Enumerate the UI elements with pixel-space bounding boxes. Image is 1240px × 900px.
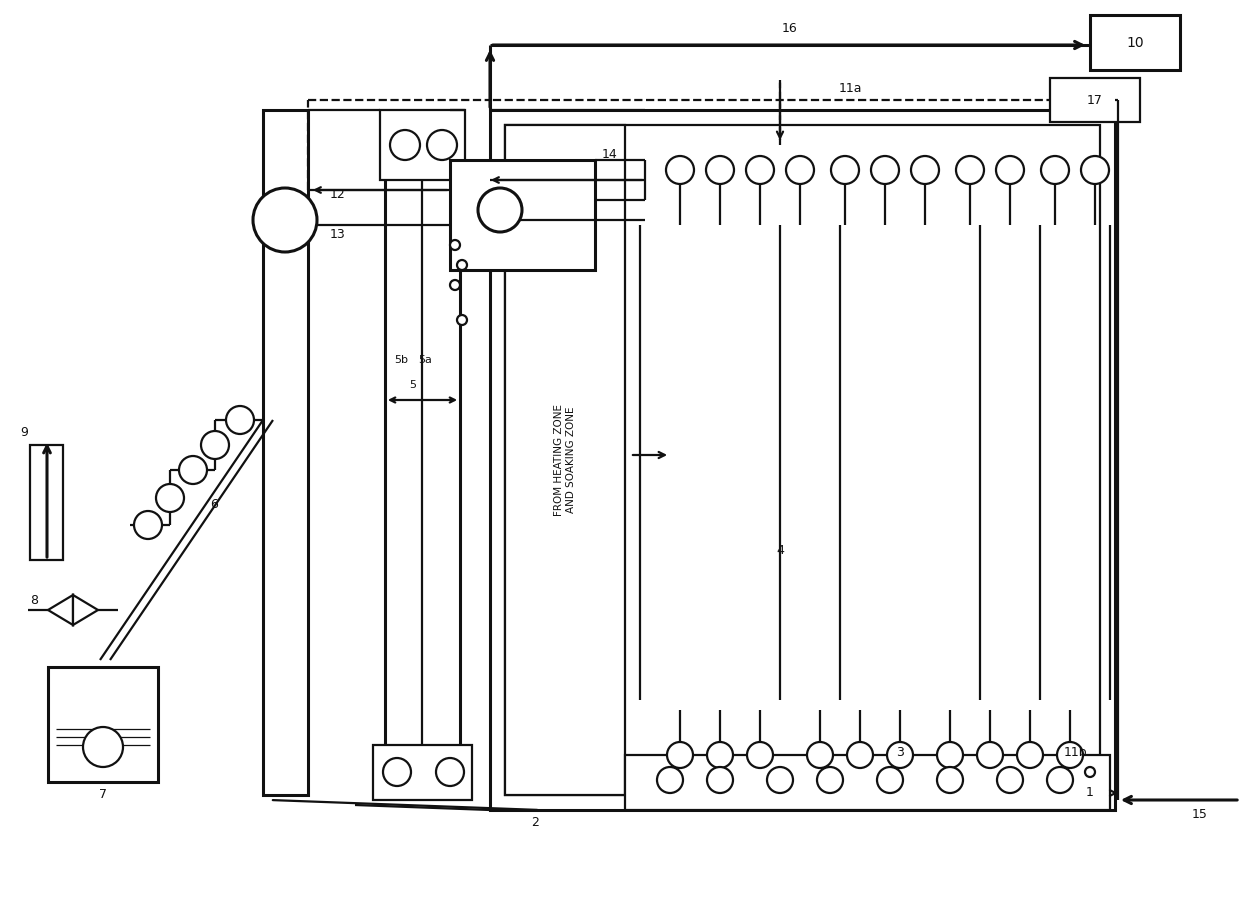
Circle shape bbox=[436, 758, 464, 786]
Bar bbox=[625, 755, 1110, 810]
Bar bbox=[48, 667, 157, 782]
Circle shape bbox=[458, 260, 467, 270]
Circle shape bbox=[1042, 156, 1069, 184]
Circle shape bbox=[1056, 742, 1083, 768]
Text: 1: 1 bbox=[1086, 787, 1094, 799]
Text: 5a: 5a bbox=[418, 355, 432, 365]
Text: 4: 4 bbox=[776, 544, 784, 556]
Text: 11a: 11a bbox=[838, 82, 862, 94]
Bar bbox=[505, 125, 1100, 795]
Bar bbox=[1050, 78, 1140, 122]
Circle shape bbox=[477, 188, 522, 232]
Circle shape bbox=[786, 156, 813, 184]
Circle shape bbox=[1047, 767, 1073, 793]
Text: 5: 5 bbox=[409, 380, 417, 390]
Polygon shape bbox=[48, 595, 73, 625]
Text: 8: 8 bbox=[30, 593, 38, 607]
Text: 3: 3 bbox=[897, 745, 904, 759]
Text: FROM HEATING ZONE
AND SOAKING ZONE: FROM HEATING ZONE AND SOAKING ZONE bbox=[554, 404, 575, 516]
Bar bbox=[379, 110, 465, 180]
Text: 7: 7 bbox=[99, 788, 107, 802]
Text: 13: 13 bbox=[330, 229, 345, 241]
Circle shape bbox=[877, 767, 903, 793]
Circle shape bbox=[253, 188, 317, 252]
Circle shape bbox=[746, 742, 773, 768]
Circle shape bbox=[746, 156, 774, 184]
Text: 10: 10 bbox=[1126, 36, 1143, 50]
Circle shape bbox=[666, 156, 694, 184]
Circle shape bbox=[807, 742, 833, 768]
Bar bbox=[263, 110, 308, 795]
Bar bbox=[30, 445, 63, 560]
Bar bbox=[1090, 15, 1180, 70]
Circle shape bbox=[831, 156, 859, 184]
Circle shape bbox=[997, 767, 1023, 793]
Text: 14: 14 bbox=[603, 148, 618, 161]
Circle shape bbox=[1017, 742, 1043, 768]
Bar bbox=[450, 160, 595, 270]
Circle shape bbox=[911, 156, 939, 184]
Circle shape bbox=[657, 767, 683, 793]
Circle shape bbox=[817, 767, 843, 793]
Circle shape bbox=[707, 767, 733, 793]
Text: 6: 6 bbox=[210, 499, 218, 511]
Circle shape bbox=[1081, 156, 1109, 184]
Circle shape bbox=[956, 156, 985, 184]
Circle shape bbox=[937, 742, 963, 768]
Circle shape bbox=[179, 456, 207, 484]
Circle shape bbox=[134, 511, 162, 539]
Circle shape bbox=[156, 484, 184, 512]
Circle shape bbox=[937, 767, 963, 793]
Circle shape bbox=[201, 431, 229, 459]
Text: 17: 17 bbox=[1087, 94, 1102, 106]
Circle shape bbox=[391, 130, 420, 160]
Circle shape bbox=[847, 742, 873, 768]
Circle shape bbox=[768, 767, 794, 793]
Text: 5b: 5b bbox=[394, 355, 408, 365]
Circle shape bbox=[83, 727, 123, 767]
Circle shape bbox=[226, 406, 254, 434]
Circle shape bbox=[458, 315, 467, 325]
Text: 9: 9 bbox=[20, 426, 29, 438]
Circle shape bbox=[887, 742, 913, 768]
Circle shape bbox=[996, 156, 1024, 184]
Bar bbox=[373, 745, 472, 800]
Circle shape bbox=[383, 758, 410, 786]
Bar bbox=[490, 110, 1115, 810]
Text: 11b: 11b bbox=[1063, 745, 1086, 759]
Circle shape bbox=[707, 742, 733, 768]
Circle shape bbox=[870, 156, 899, 184]
Text: 2: 2 bbox=[531, 815, 539, 829]
Circle shape bbox=[977, 742, 1003, 768]
Circle shape bbox=[706, 156, 734, 184]
Circle shape bbox=[450, 240, 460, 250]
Text: 12: 12 bbox=[330, 188, 345, 202]
Bar bbox=[505, 125, 625, 795]
Text: 16: 16 bbox=[782, 22, 797, 34]
Text: 15: 15 bbox=[1192, 808, 1208, 822]
Polygon shape bbox=[73, 595, 98, 625]
Circle shape bbox=[667, 742, 693, 768]
Circle shape bbox=[450, 280, 460, 290]
Circle shape bbox=[1085, 767, 1095, 777]
Circle shape bbox=[427, 130, 458, 160]
